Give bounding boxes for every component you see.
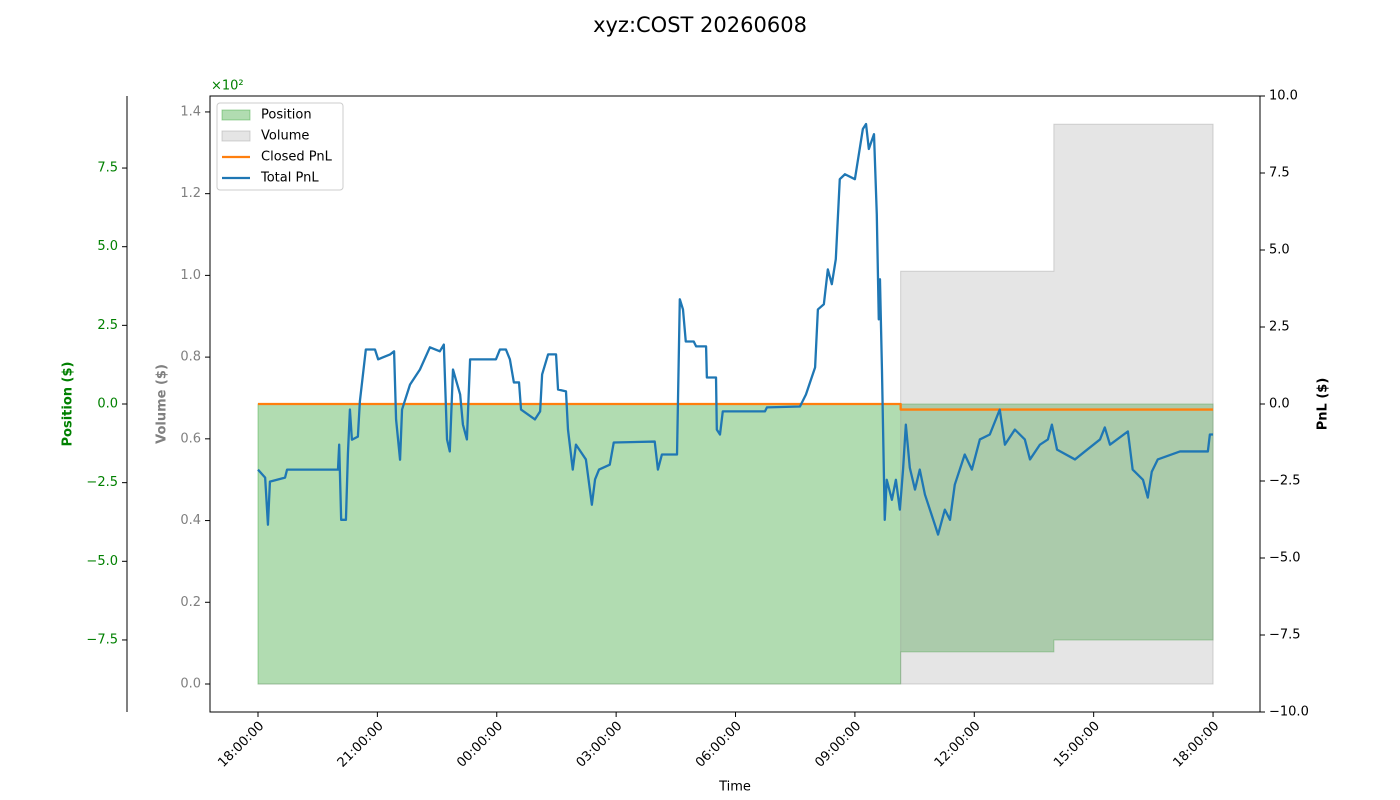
y-tick-label: −7.5 <box>86 632 118 647</box>
pnl-tick-label: 7.5 <box>1269 166 1290 181</box>
line <box>257 402 1214 411</box>
y-tick-label: −2.5 <box>86 475 118 490</box>
volume-axis-label: Volume ($) <box>155 364 170 444</box>
volume-tick-label: 0.0 <box>180 677 201 692</box>
legend-swatch <box>221 130 251 142</box>
pnl-tick-label: 0.0 <box>1269 397 1290 412</box>
x-tick-label: 00:00:00 <box>454 719 506 771</box>
x-tick-label: 18:00:00 <box>215 719 267 771</box>
volume-tick-label: 0.4 <box>180 513 201 528</box>
line <box>257 122 1214 536</box>
legend-frame <box>216 102 344 191</box>
pnl-tick-label: 5.0 <box>1269 243 1290 258</box>
x-tick-label: 06:00:00 <box>693 719 745 771</box>
legend: Position Volume Closed PnL Total PnL <box>216 102 344 191</box>
pnl-tick-label: −5.0 <box>1269 551 1301 566</box>
x-tick-label: 12:00:00 <box>932 719 984 771</box>
volume-tick-label: 1.0 <box>180 268 201 283</box>
pnl-tick-label: −2.5 <box>1269 474 1301 489</box>
legend-swatch <box>221 109 251 121</box>
y-tick-label: 0.0 <box>97 397 118 412</box>
y-tick-label: 5.0 <box>97 239 118 254</box>
pnl-tick-label: 10.0 <box>1269 89 1298 104</box>
legend-label: Volume <box>261 129 309 144</box>
volume-tick-label: 0.2 <box>180 595 201 610</box>
area <box>257 123 1214 685</box>
pnl-tick-label: −7.5 <box>1269 628 1301 643</box>
x-tick-label: 03:00:00 <box>574 719 626 771</box>
chart-title: xyz:COST 20260608 <box>593 13 807 37</box>
volume-tick-label: 0.8 <box>180 350 201 365</box>
y-tick-label: 7.5 <box>97 161 118 176</box>
pnl-tick-label: 2.5 <box>1269 320 1290 335</box>
x-axis-label: Time <box>718 780 751 795</box>
y-axis-label: Position ($) <box>61 362 76 447</box>
pnl-tick-label: −10.0 <box>1269 705 1309 720</box>
x-tick-label: 09:00:00 <box>812 719 864 771</box>
legend-label: Position <box>261 108 312 123</box>
plot-area <box>257 122 1214 685</box>
volume-tick-label: 1.2 <box>180 186 201 201</box>
area <box>257 403 1214 685</box>
y-tick-label: 2.5 <box>97 318 118 333</box>
x-tick-label: 21:00:00 <box>335 719 387 771</box>
legend-label: Total PnL <box>260 171 319 186</box>
x-tick-label: 15:00:00 <box>1051 719 1103 771</box>
volume-tick-label: 0.6 <box>180 431 201 446</box>
pnl-axis-label: PnL ($) <box>1316 378 1331 431</box>
offset-label: ×10² <box>211 79 244 94</box>
x-tick-label: 18:00:00 <box>1170 719 1222 771</box>
legend-label: Closed PnL <box>261 150 333 165</box>
y-tick-label: −5.0 <box>86 554 118 569</box>
volume-tick-label: 1.4 <box>180 104 201 119</box>
